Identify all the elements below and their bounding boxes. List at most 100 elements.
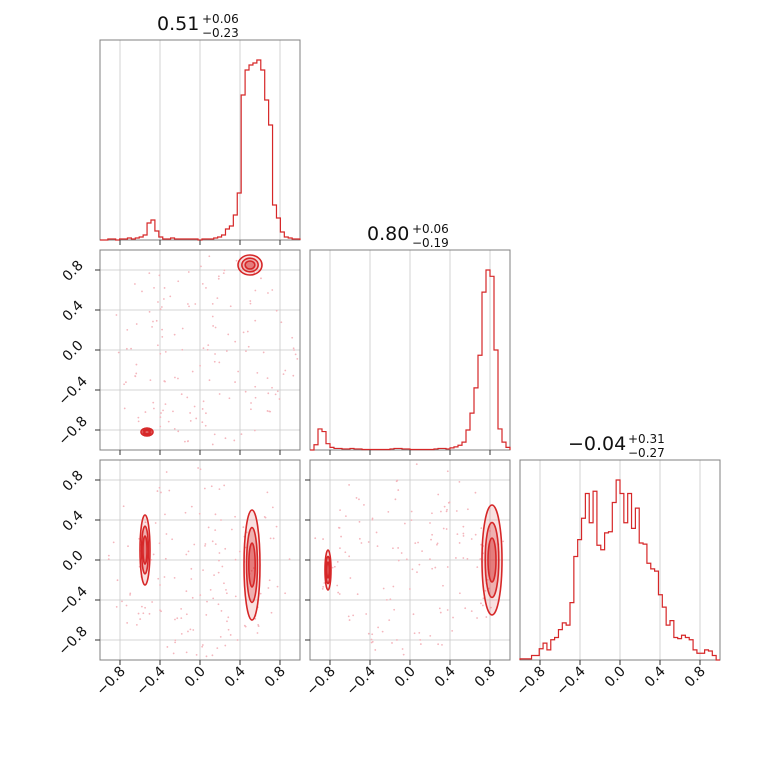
panel-p1_p3-point [209,588,212,591]
hist-1-step [100,59,301,241]
panel-p2_p3-point [416,571,418,574]
panel-p2_p3-point [367,632,370,635]
panel-p1_p3-point [220,610,223,612]
panel-p1_p3-point [218,552,221,554]
panel-p2_p3-point [470,610,473,613]
panel-p2_p3-point [365,613,368,615]
panel-p1_p2-point [235,259,238,262]
panel-p1_p2-point [224,437,227,440]
panel-p2_p3-point [429,634,432,637]
panel-p2_p3-point [392,585,395,588]
panel-p2_p3-point [480,602,482,605]
panel-p2_p3-point [488,587,491,590]
panel-p1_p2-point [280,321,283,324]
panel-p1_p3-point [154,522,157,524]
panel-p1_p2-point [148,272,151,275]
panel-p1_p3-point [107,554,110,557]
hist-3-xtick-label-4: 0.8 [682,664,709,691]
panel-p1_p2-point [117,351,120,354]
panel-p1_p3-point [156,490,159,492]
panel-p2_p3-point [381,630,384,633]
panel-p1_p3-point [216,647,219,650]
panel-p1_p3-point [190,567,193,570]
hist-2-grid [329,250,491,450]
panel-p1_p2-point [213,433,216,436]
panel-p1_p2-contour-0-level-2 [244,260,256,270]
panel-p1_p2-point [184,440,186,443]
panel-p2_p3-point [336,560,339,563]
panel-p2_p3-contours [324,504,503,616]
title-param-1: 0.51 +0.06 −0.23 [157,12,239,40]
panel-p1_p3-point [211,540,214,543]
panel-p2_p3-point [337,591,340,594]
panel-p1_p3-point [187,630,189,633]
panel-p2_p3-point [474,533,477,536]
panel-p2_p3-point [436,543,438,546]
panel-p2_p3-point [358,498,360,501]
panel-p1_p2-point [211,303,214,305]
panel-p1_p3-point [204,544,206,547]
panel-p1_p3-point [158,542,161,545]
panel-p1_p3-point [173,576,176,579]
panel-p1_p3-point [184,511,187,514]
panel-p1_p3-point [190,505,193,508]
hist-3-xtick-label-3: 0.4 [642,663,669,690]
panel-p1_p2-point [250,408,252,411]
panel-p1_p2-point [160,306,163,308]
panel-p1_p2-point [218,361,221,364]
panel-p1_p2-point [160,412,162,414]
panel-p1_p2-point [158,274,161,277]
panel-p2_p3-point [446,609,449,611]
panel-p1_p3-xtick-label-3: 0.4 [222,663,249,690]
panel-p1_p2-point [208,255,211,258]
title-param-2-minus: −0.19 [412,236,449,250]
panel-p1_p2-point [202,347,205,350]
panel-p1_p2-point [162,298,165,300]
panel-p2_p3-point [314,537,317,540]
panel-p1_p2-point [156,344,159,347]
panel-p2_p3-point [371,518,374,521]
hist-3-xtick-label-1: −0.4 [553,663,588,698]
panel-p1_p3-point [164,557,167,560]
panel-p1_p2-point [137,420,140,423]
panel-p2_p3-point [385,599,388,601]
panel-p2_p3-point [339,509,341,512]
panel-p1_p3-point [180,633,183,635]
panel-p2_p3-point [394,498,397,501]
panel-p1_p3-point [272,537,275,540]
panel-p2_p3-point [429,558,431,561]
panel-p2_p3-point [391,642,393,644]
panel-p2_p3-point [418,631,421,634]
title-param-3-minus: −0.27 [628,446,665,460]
hist-3-xtick-label-2: 0.0 [602,664,629,691]
panel-p1_p2-point [186,440,189,443]
panel-p1_p2-point [253,429,256,432]
panel-p1_p2-point [173,333,176,336]
panel-p1_p3-point [230,528,233,531]
panel-p2_p3-point [392,547,394,550]
panel-p2_p3-point [403,522,406,525]
panel-p2_p3-point [395,480,398,483]
panel-p1_p2-point [123,407,126,410]
panel-p1_p2-point [234,340,237,343]
panel-p1_p2-point [164,350,167,353]
panel-p2_p3-point [376,545,379,548]
panel-p1_p2-point [207,344,210,347]
panel-p1_p3-point [152,553,155,556]
panel-p1_p2-point [144,411,147,413]
panel-p1_p2-point [159,425,162,428]
panel-p2_p3-point [411,568,414,571]
panel-p1_p2-point [153,287,155,289]
panel-p1_p2-point [205,412,207,415]
panel-p1_p2-grid [100,250,300,450]
panel-p1_p3-point [288,558,291,561]
panel-p1_p3-point [227,616,230,619]
panel-p1_p2-point [245,350,247,352]
panel-p1_p2-point [293,349,295,351]
panel-p1_p2-point [244,390,247,393]
panel-p2_p3-point [442,584,444,587]
panel-p1_p3-point [125,604,128,607]
panel-p1_p3-point [214,543,217,546]
panel-p1_p3-point [220,519,222,521]
panel-p1_p3-point [157,577,160,580]
